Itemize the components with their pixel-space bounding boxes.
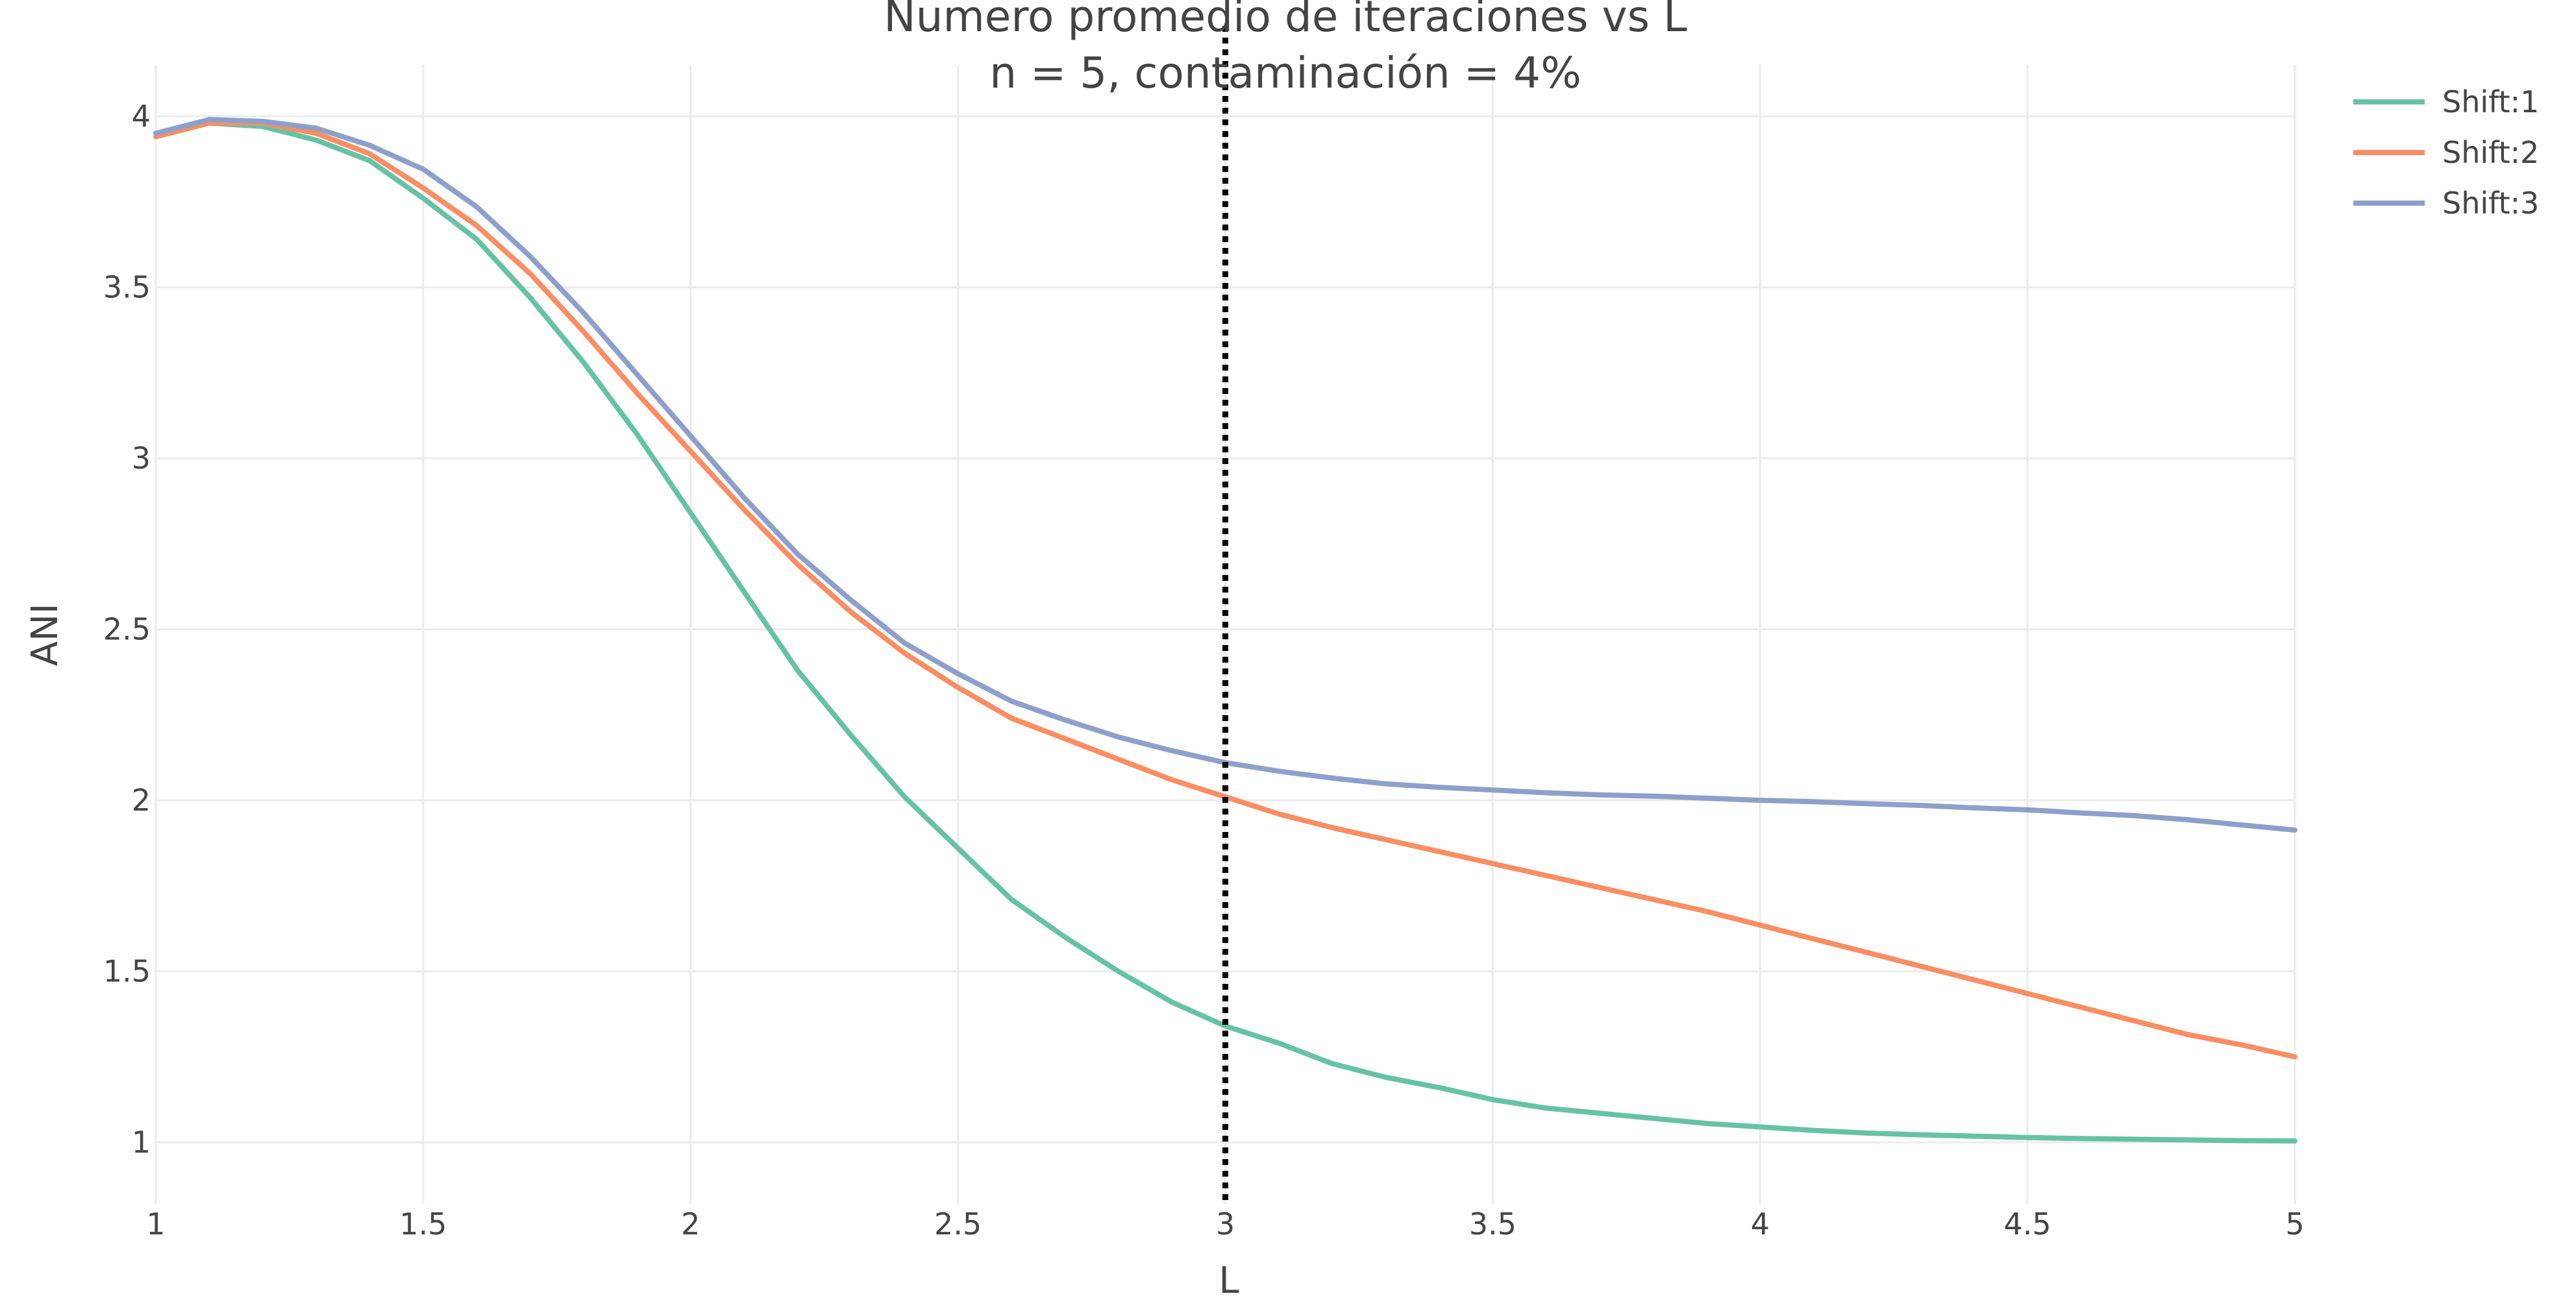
x-tick-label: 1.5 — [399, 1206, 447, 1242]
y-axis-title: ANI — [24, 604, 66, 667]
legend-label: Shift:1 — [2442, 84, 2539, 119]
x-tick-label: 1 — [146, 1206, 165, 1242]
x-tick-label: 2.5 — [934, 1206, 982, 1242]
x-tick-label: 3.5 — [1469, 1206, 1517, 1242]
x-tick-label: 4 — [1751, 1206, 1770, 1242]
chart-subtitle: n = 5, contaminación = 4% — [989, 48, 1581, 98]
y-tick-label: 1.5 — [103, 954, 151, 989]
series-line-shift-1 — [153, 120, 2297, 1144]
legend: Shift:1 Shift:2 Shift:3 — [2353, 84, 2539, 221]
legend-label: Shift:2 — [2442, 135, 2539, 170]
y-tick-label: 2 — [132, 783, 151, 818]
y-tick-label: 2.5 — [103, 612, 151, 647]
y-tick-label: 4 — [132, 99, 151, 134]
series-line-shift-2 — [153, 120, 2297, 1060]
x-tick-label: 2 — [681, 1206, 700, 1242]
x-tick-label: 4.5 — [2004, 1206, 2051, 1242]
y-tick-label: 1 — [132, 1125, 151, 1160]
y-tick-label: 3.5 — [103, 270, 151, 305]
x-tick-label: 3 — [1216, 1206, 1235, 1242]
legend-label: Shift:3 — [2442, 186, 2539, 221]
x-tick-label: 5 — [2285, 1206, 2304, 1242]
chart-title: Numero promedio de iteraciones vs L — [884, 0, 1687, 42]
x-axis-title: L — [1219, 1260, 1239, 1298]
tick-labels: 1 1.5 2 2.5 3 3.5 4 4.5 5 1 1.5 2 2.5 3 3.5 4 — [103, 99, 2305, 1242]
y-tick-label: 3 — [132, 441, 151, 476]
